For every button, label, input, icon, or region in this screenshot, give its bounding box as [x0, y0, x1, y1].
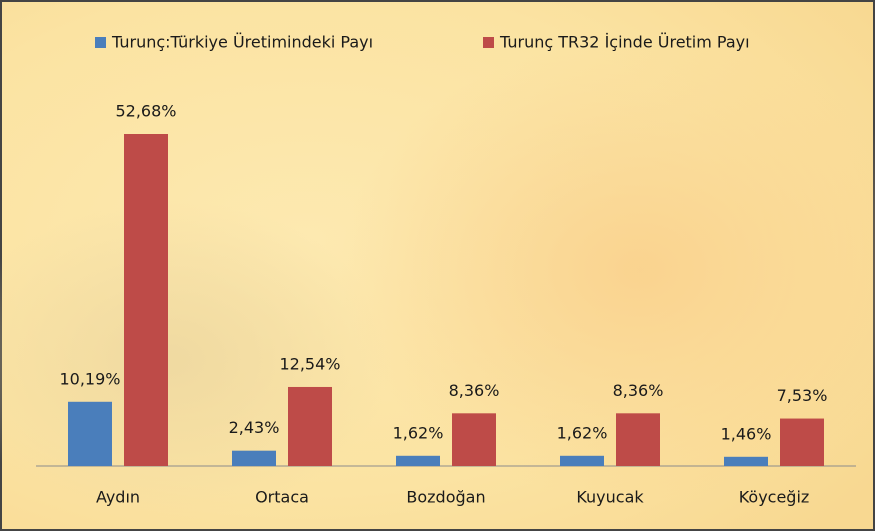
- data-label: 1,62%: [557, 423, 608, 442]
- data-label: 7,53%: [777, 386, 828, 405]
- data-label: 1,62%: [393, 423, 444, 442]
- legend-label: Turunç TR32 İçinde Üretim Payı: [499, 33, 750, 52]
- legend: Turunç:Türkiye Üretimindeki Payı Turunç …: [95, 33, 750, 52]
- data-label: 52,68%: [115, 102, 176, 121]
- x-tick-label: Kuyucak: [576, 488, 644, 507]
- data-label: 12,54%: [279, 354, 340, 373]
- data-label: 8,36%: [613, 381, 664, 400]
- data-label: 1,46%: [721, 424, 772, 443]
- legend-label: Turunç:Türkiye Üretimindeki Payı: [111, 33, 373, 52]
- x-tick-label: Ortaca: [255, 488, 309, 507]
- bar: [232, 450, 276, 466]
- bar: [616, 413, 660, 466]
- legend-swatch: [95, 37, 106, 48]
- bar: [396, 455, 440, 466]
- bar: [724, 456, 768, 466]
- bar: [780, 418, 824, 466]
- x-tick-label: Bozdoğan: [406, 488, 485, 507]
- x-tick-label: Köyceğiz: [739, 488, 810, 507]
- background-blob: [340, 40, 875, 500]
- bar: [452, 413, 496, 466]
- bar: [560, 455, 604, 466]
- bar: [68, 401, 112, 466]
- bar: [124, 134, 168, 466]
- bar: [288, 386, 332, 466]
- data-label: 10,19%: [59, 369, 120, 388]
- x-tick-label: Aydın: [96, 488, 140, 507]
- legend-swatch: [483, 37, 494, 48]
- data-label: 2,43%: [229, 418, 280, 437]
- data-label: 8,36%: [449, 381, 500, 400]
